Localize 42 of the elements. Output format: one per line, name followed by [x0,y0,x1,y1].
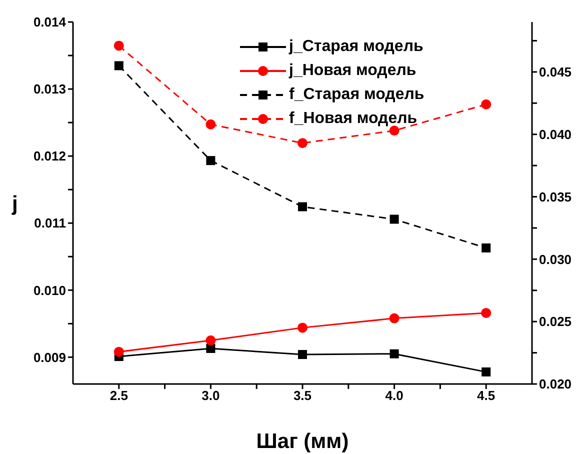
point [206,119,216,130]
y2-tick-label: 0.025 [539,314,572,330]
y2-tick-label: 0.030 [539,252,572,267]
y2-tick-label: 0.035 [539,189,572,204]
point [298,138,308,148]
legend-label: f_Старая модель [289,86,424,104]
point [298,322,308,333]
point [389,313,400,324]
point [206,156,216,166]
y2-tick-label: 0.020 [539,376,572,392]
y-tick-label: 0.011 [34,216,66,231]
legend-label: j_Новая модель [289,62,416,80]
point [389,126,400,136]
y2-tick-label: 0.045 [539,64,572,80]
x-tick-label: 4.5 [477,388,496,404]
y-tick-label: 0.009 [33,350,66,365]
point [481,99,492,110]
y2-tick-label: 0.040 [539,126,572,142]
point [390,214,399,224]
point [114,40,124,51]
x-tick-label: 3.5 [293,388,312,404]
y-axis-title: j [11,192,18,216]
y-tick-label: 0.013 [33,82,66,97]
point [206,344,216,353]
point [298,202,307,212]
point [298,350,307,360]
point [206,335,216,346]
legend-label: j_Старая модель [289,38,424,56]
y-tick-label: 0.012 [33,148,66,164]
point [481,308,492,318]
point [482,243,491,252]
point [390,349,399,358]
point [114,346,124,357]
x-tick-label: 4.0 [385,388,404,404]
x-axis-title: Шаг (мм) [256,430,349,453]
y-tick-label: 0.014 [33,14,67,30]
point [114,61,124,70]
x-tick-label: 2.5 [110,388,128,404]
x-tick-label: 3.0 [202,388,220,404]
y-tick-label: 0.010 [33,282,66,298]
point [482,367,491,376]
legend-label: f_Новая модель [289,110,418,128]
